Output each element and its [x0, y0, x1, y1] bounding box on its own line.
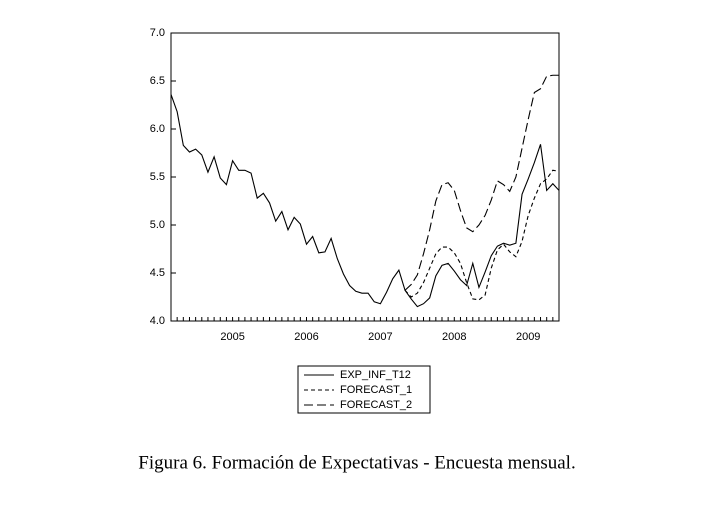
y-tick-label: 4.0 — [150, 315, 165, 327]
x-tick-label: 2006 — [294, 331, 318, 343]
y-tick-label: 5.0 — [150, 219, 165, 231]
legend-label: FORECAST_2 — [340, 399, 412, 411]
caption: Figura 6. Formación de Expectativas - En… — [138, 452, 575, 473]
y-tick-label: 7.0 — [150, 27, 165, 39]
y-tick-label: 4.5 — [150, 267, 165, 279]
legend-label: FORECAST_1 — [340, 384, 412, 396]
y-tick-label: 6.5 — [150, 75, 165, 87]
x-tick-label: 2009 — [516, 331, 540, 343]
series-line — [404, 169, 560, 301]
x-tick-label: 2008 — [442, 331, 466, 343]
x-tick-label: 2005 — [220, 331, 244, 343]
plot-frame — [170, 32, 560, 322]
legend-box — [297, 365, 431, 414]
series-line — [170, 94, 560, 308]
y-tick-label: 6.0 — [150, 123, 165, 135]
series-line — [404, 74, 559, 291]
legend-label: EXP_INF_T12 — [340, 369, 411, 381]
x-tick-label: 2007 — [368, 331, 392, 343]
y-tick-label: 5.5 — [150, 171, 165, 183]
